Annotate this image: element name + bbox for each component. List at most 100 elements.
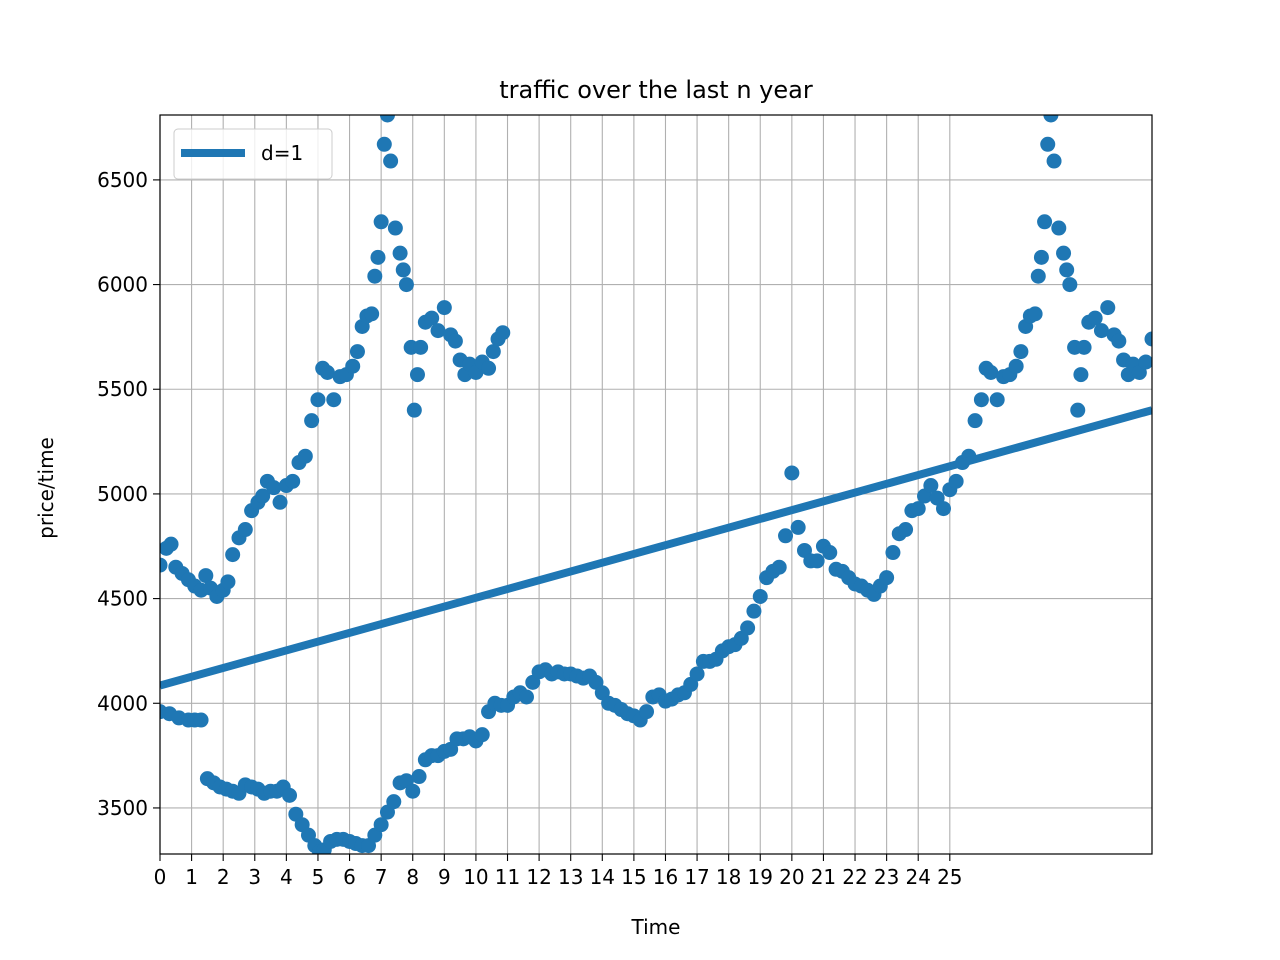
data-point bbox=[1087, 310, 1103, 326]
data-point bbox=[282, 787, 298, 803]
data-point bbox=[376, 136, 392, 152]
data-point bbox=[364, 306, 380, 322]
data-point bbox=[495, 325, 511, 341]
data-point bbox=[349, 344, 365, 360]
data-point bbox=[1059, 262, 1075, 278]
data-point bbox=[485, 344, 501, 360]
data-point bbox=[983, 364, 999, 380]
data-point bbox=[1033, 249, 1049, 265]
data-point bbox=[1043, 115, 1059, 123]
x-tick-label: 20 bbox=[779, 865, 804, 889]
data-point bbox=[387, 220, 403, 236]
data-point bbox=[518, 689, 534, 705]
data-point bbox=[822, 545, 838, 561]
x-tick-label: 21 bbox=[811, 865, 836, 889]
y-tick-label: 4500 bbox=[97, 587, 148, 611]
y-tick-label: 5000 bbox=[97, 482, 148, 506]
data-point bbox=[879, 570, 895, 586]
x-tick-label: 10 bbox=[463, 865, 488, 889]
x-tick-label: 19 bbox=[748, 865, 773, 889]
y-axis-label: price/time bbox=[34, 437, 58, 539]
data-point bbox=[406, 402, 422, 418]
data-point bbox=[430, 323, 446, 339]
data-point bbox=[1037, 214, 1053, 230]
data-point bbox=[1051, 220, 1067, 236]
data-point bbox=[935, 501, 951, 517]
data-point bbox=[1144, 331, 1152, 347]
data-point bbox=[255, 488, 271, 504]
x-tick-label: 16 bbox=[653, 865, 678, 889]
data-point bbox=[973, 392, 989, 408]
x-tick-label: 18 bbox=[716, 865, 741, 889]
data-point bbox=[411, 769, 427, 785]
data-point bbox=[193, 712, 209, 728]
data-point bbox=[1056, 245, 1072, 261]
plot-frame bbox=[159, 114, 1153, 855]
x-tick-label: 9 bbox=[438, 865, 451, 889]
data-point bbox=[424, 310, 440, 326]
data-point bbox=[436, 300, 452, 316]
data-point bbox=[392, 245, 408, 261]
data-point bbox=[1111, 333, 1127, 349]
x-tick-label: 0 bbox=[154, 865, 167, 889]
x-tick-label: 22 bbox=[842, 865, 867, 889]
y-tick-label: 6000 bbox=[97, 273, 148, 297]
data-point bbox=[285, 473, 301, 489]
x-axis-label: Time bbox=[631, 915, 681, 939]
data-point bbox=[304, 413, 320, 429]
fit-line-group bbox=[160, 406, 1152, 690]
data-point bbox=[447, 333, 463, 349]
x-tick-label: 24 bbox=[905, 865, 930, 889]
data-point bbox=[790, 519, 806, 535]
x-tick-label: 4 bbox=[280, 865, 293, 889]
data-point bbox=[1076, 339, 1092, 355]
data-point bbox=[1073, 367, 1089, 383]
y-tick-label: 3500 bbox=[97, 796, 148, 820]
fit-line bbox=[160, 406, 1152, 690]
data-point bbox=[898, 522, 914, 538]
data-point bbox=[405, 783, 421, 799]
x-tick-label: 5 bbox=[312, 865, 325, 889]
data-point bbox=[639, 704, 655, 720]
data-point bbox=[373, 214, 389, 230]
data-point bbox=[809, 553, 825, 569]
legend-box bbox=[173, 128, 333, 180]
data-point bbox=[237, 522, 253, 538]
legend-label: d=1 bbox=[261, 141, 303, 165]
x-tick-label: 11 bbox=[495, 865, 520, 889]
data-point bbox=[409, 367, 425, 383]
data-point bbox=[326, 392, 342, 408]
y-axis-ticks: 3500 4000 4500 5000 5500 6000 6500 bbox=[97, 168, 160, 820]
x-tick-label: 23 bbox=[874, 865, 899, 889]
data-point bbox=[395, 262, 411, 278]
data-point bbox=[297, 448, 313, 464]
chart-title: traffic over the last n year bbox=[499, 76, 813, 104]
data-point bbox=[1138, 354, 1152, 370]
data-point bbox=[948, 473, 964, 489]
data-point bbox=[1027, 306, 1043, 322]
data-point bbox=[885, 545, 901, 561]
x-tick-label: 2 bbox=[217, 865, 230, 889]
x-tick-label: 8 bbox=[406, 865, 419, 889]
x-tick-label: 25 bbox=[937, 865, 962, 889]
data-point bbox=[1008, 358, 1024, 374]
data-point bbox=[266, 480, 282, 496]
data-point bbox=[967, 413, 983, 429]
data-point bbox=[345, 358, 361, 374]
legend: d=1 bbox=[173, 128, 333, 180]
x-tick-label: 1 bbox=[185, 865, 198, 889]
data-point bbox=[383, 153, 399, 169]
data-point bbox=[784, 465, 800, 481]
scatter-points bbox=[160, 115, 1152, 854]
data-point bbox=[746, 603, 762, 619]
data-point bbox=[752, 589, 768, 605]
data-point bbox=[1030, 268, 1046, 284]
data-point bbox=[370, 249, 386, 265]
data-point bbox=[379, 115, 395, 123]
data-point bbox=[310, 392, 326, 408]
data-point bbox=[689, 666, 705, 682]
x-tick-label: 7 bbox=[375, 865, 388, 889]
data-point bbox=[481, 360, 497, 376]
data-point bbox=[740, 620, 756, 636]
